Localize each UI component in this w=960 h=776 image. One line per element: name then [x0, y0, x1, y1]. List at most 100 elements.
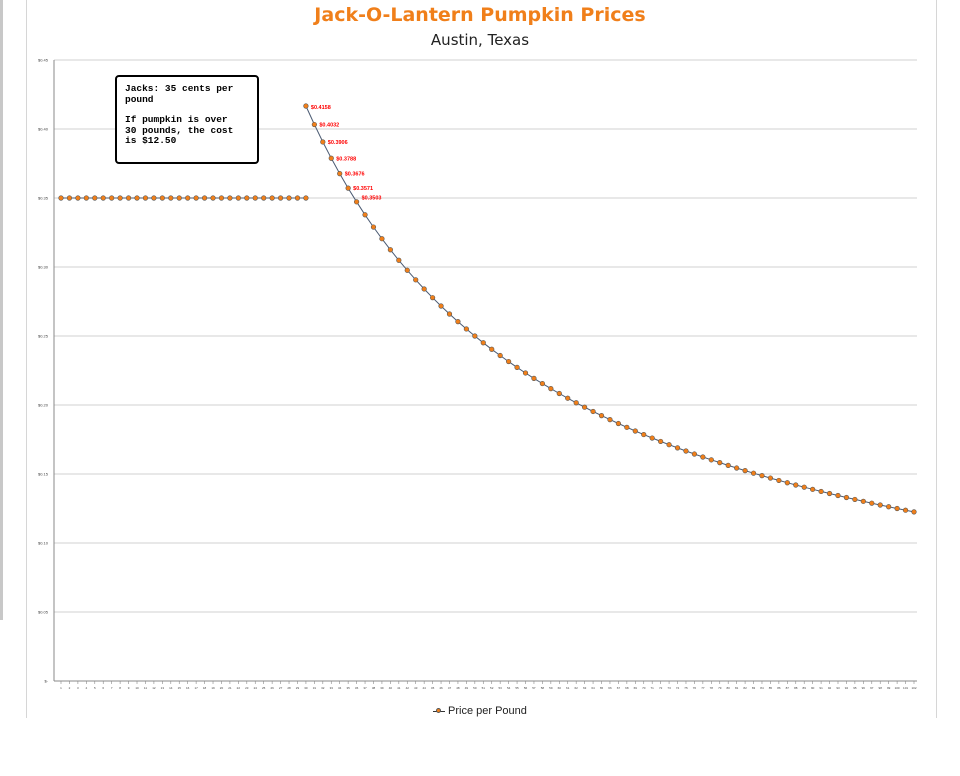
y-tick-label: $0.05	[38, 610, 49, 615]
data-point	[522, 370, 529, 376]
data-point	[75, 195, 81, 201]
data-point	[168, 195, 174, 201]
data-point	[801, 484, 807, 490]
x-tick-label: 49	[465, 686, 469, 690]
x-tick-label: 22	[237, 686, 241, 690]
x-tick-label: 36	[355, 686, 359, 690]
data-point	[742, 468, 748, 474]
x-tick-label: 19	[211, 686, 215, 690]
x-tick-label: 59	[549, 686, 553, 690]
x-tick-label: 5	[94, 686, 96, 690]
x-tick-label: 8	[119, 686, 121, 690]
x-tick-label: 9	[128, 686, 130, 690]
data-point	[826, 490, 833, 497]
x-tick-label: 80	[727, 686, 731, 690]
x-tick-label: 98	[879, 686, 883, 690]
x-tick-label: 56	[524, 686, 528, 690]
y-tick-label: $0.35	[38, 196, 49, 201]
data-point	[252, 195, 258, 201]
data-point	[176, 195, 182, 201]
data-point	[565, 395, 571, 401]
x-tick-label: 70	[642, 686, 646, 690]
data-point	[134, 195, 140, 201]
data-point	[725, 462, 731, 468]
y-tick-label: $0.15	[38, 472, 49, 477]
data-point	[421, 286, 427, 292]
data-point	[902, 507, 909, 513]
x-tick-label: 42	[406, 686, 410, 690]
x-tick-label: 52	[490, 686, 494, 690]
data-point	[244, 195, 250, 201]
x-tick-label: 67	[617, 686, 621, 690]
x-tick-label: 29	[296, 686, 300, 690]
x-tick-label: 43	[414, 686, 418, 690]
x-tick-label: 30	[304, 686, 308, 690]
data-point	[277, 195, 284, 201]
legend-label: Price per Pound	[448, 705, 527, 717]
x-tick-label: 95	[853, 686, 857, 690]
data-point	[353, 199, 360, 205]
data-point	[531, 375, 537, 381]
x-tick-label: 26	[270, 686, 274, 690]
data-point	[193, 195, 199, 201]
data-point	[877, 502, 883, 508]
x-tick-label: 4	[86, 686, 88, 690]
x-tick-label: 100	[895, 686, 900, 690]
data-point	[835, 492, 841, 499]
x-tick-label: 10	[135, 686, 139, 690]
data-point	[311, 121, 317, 128]
data-point	[700, 454, 706, 460]
y-tick-label: $0.40	[38, 127, 49, 132]
y-tick-label: $-	[44, 679, 48, 684]
data-label: $0.3503	[362, 196, 382, 202]
data-point	[582, 404, 588, 410]
data-point	[320, 139, 326, 145]
data-point	[109, 195, 115, 201]
x-tick-label: 51	[482, 686, 486, 690]
data-point	[396, 257, 402, 263]
data-point	[100, 195, 106, 201]
x-tick-label: 47	[448, 686, 452, 690]
x-tick-label: 14	[169, 686, 173, 690]
data-point	[641, 431, 647, 438]
data-point	[767, 475, 774, 481]
pricing-note-callout: Jacks: 35 cents per pound If pumpkin is …	[115, 75, 259, 164]
data-point	[387, 247, 393, 253]
data-point	[379, 236, 385, 242]
data-label: $0.3788	[336, 156, 356, 162]
x-tick-label: 77	[701, 686, 705, 690]
y-tick-label: $0.20	[38, 403, 49, 408]
data-point	[294, 195, 301, 201]
x-tick-label: 38	[372, 686, 376, 690]
y-tick-label: $0.25	[38, 334, 49, 339]
data-point	[303, 195, 309, 201]
x-tick-label: 102	[911, 686, 916, 690]
x-tick-label: 1	[60, 686, 62, 690]
data-label: $0.4032	[319, 123, 339, 129]
chart-legend: Price per Pound	[433, 705, 527, 717]
data-point	[430, 295, 436, 301]
data-point	[666, 442, 672, 448]
data-label: $0.3676	[345, 172, 365, 178]
x-tick-label: 37	[363, 686, 367, 690]
data-point	[404, 267, 410, 273]
data-point	[624, 424, 630, 430]
legend-marker-icon	[433, 707, 445, 715]
x-tick-label: 81	[735, 686, 739, 690]
x-tick-label: 72	[659, 686, 663, 690]
data-point	[734, 465, 740, 471]
data-point	[539, 380, 545, 387]
x-tick-label: 96	[862, 686, 866, 690]
data-point	[159, 195, 165, 201]
data-label: $0.3571	[353, 186, 373, 192]
x-tick-label: 71	[651, 686, 655, 690]
x-tick-label: 66	[608, 686, 612, 690]
x-tick-label: 28	[287, 686, 291, 690]
x-tick-label: 15	[178, 686, 182, 690]
x-tick-label: 88	[794, 686, 798, 690]
data-point	[598, 413, 605, 419]
x-tick-label: 89	[803, 686, 807, 690]
data-point	[506, 358, 512, 365]
data-point	[776, 477, 782, 484]
